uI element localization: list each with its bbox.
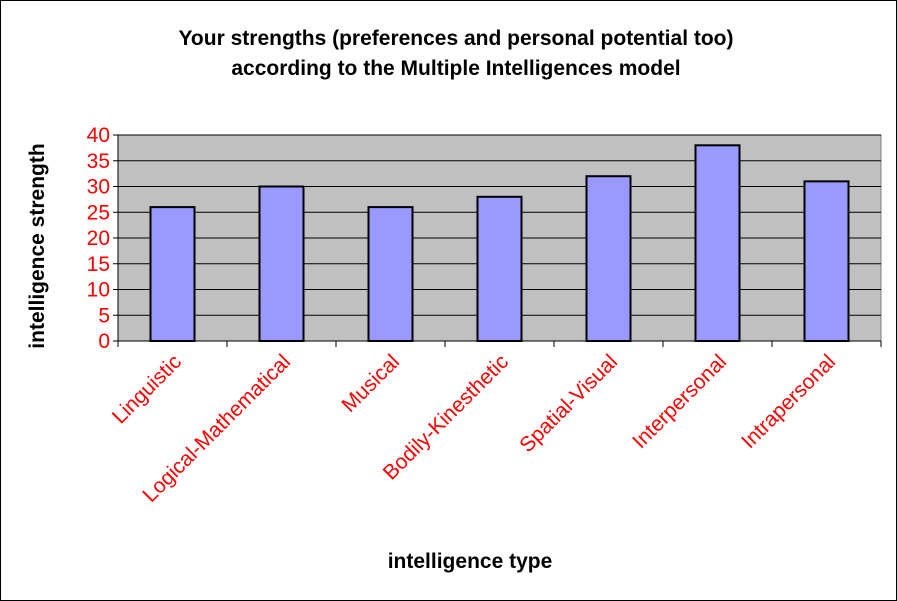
y-tick-label: 40	[87, 124, 110, 147]
y-tick-label: 25	[87, 201, 110, 224]
y-tick-label: 0	[98, 330, 110, 353]
x-tick-label: Intrapersonal	[737, 350, 840, 453]
y-tick-label: 35	[87, 150, 110, 173]
x-tick-label: Spatial-Visual	[515, 350, 622, 457]
chart-title-line: Your strengths (preferences and personal…	[178, 27, 733, 50]
y-tick-label: 5	[98, 304, 110, 327]
y-tick-label: 15	[87, 253, 110, 276]
y-tick-label: 10	[87, 279, 110, 302]
x-tick-label: Linguistic	[108, 350, 186, 428]
bar	[149, 206, 196, 342]
bar	[476, 195, 523, 342]
bar	[803, 180, 850, 342]
bar	[694, 144, 741, 342]
bar	[367, 206, 414, 342]
y-axis-label: intelligence strength	[26, 143, 49, 348]
x-axis-label: intelligence type	[388, 550, 553, 573]
chart-title-line: according to the Multiple Intelligences …	[231, 57, 680, 80]
bar	[585, 175, 632, 342]
y-tick-label: 20	[87, 227, 110, 250]
x-tick-label: Interpersonal	[628, 350, 731, 453]
y-tick-label: 30	[87, 176, 110, 199]
x-tick-label: Musical	[337, 350, 404, 417]
bar	[258, 185, 305, 342]
